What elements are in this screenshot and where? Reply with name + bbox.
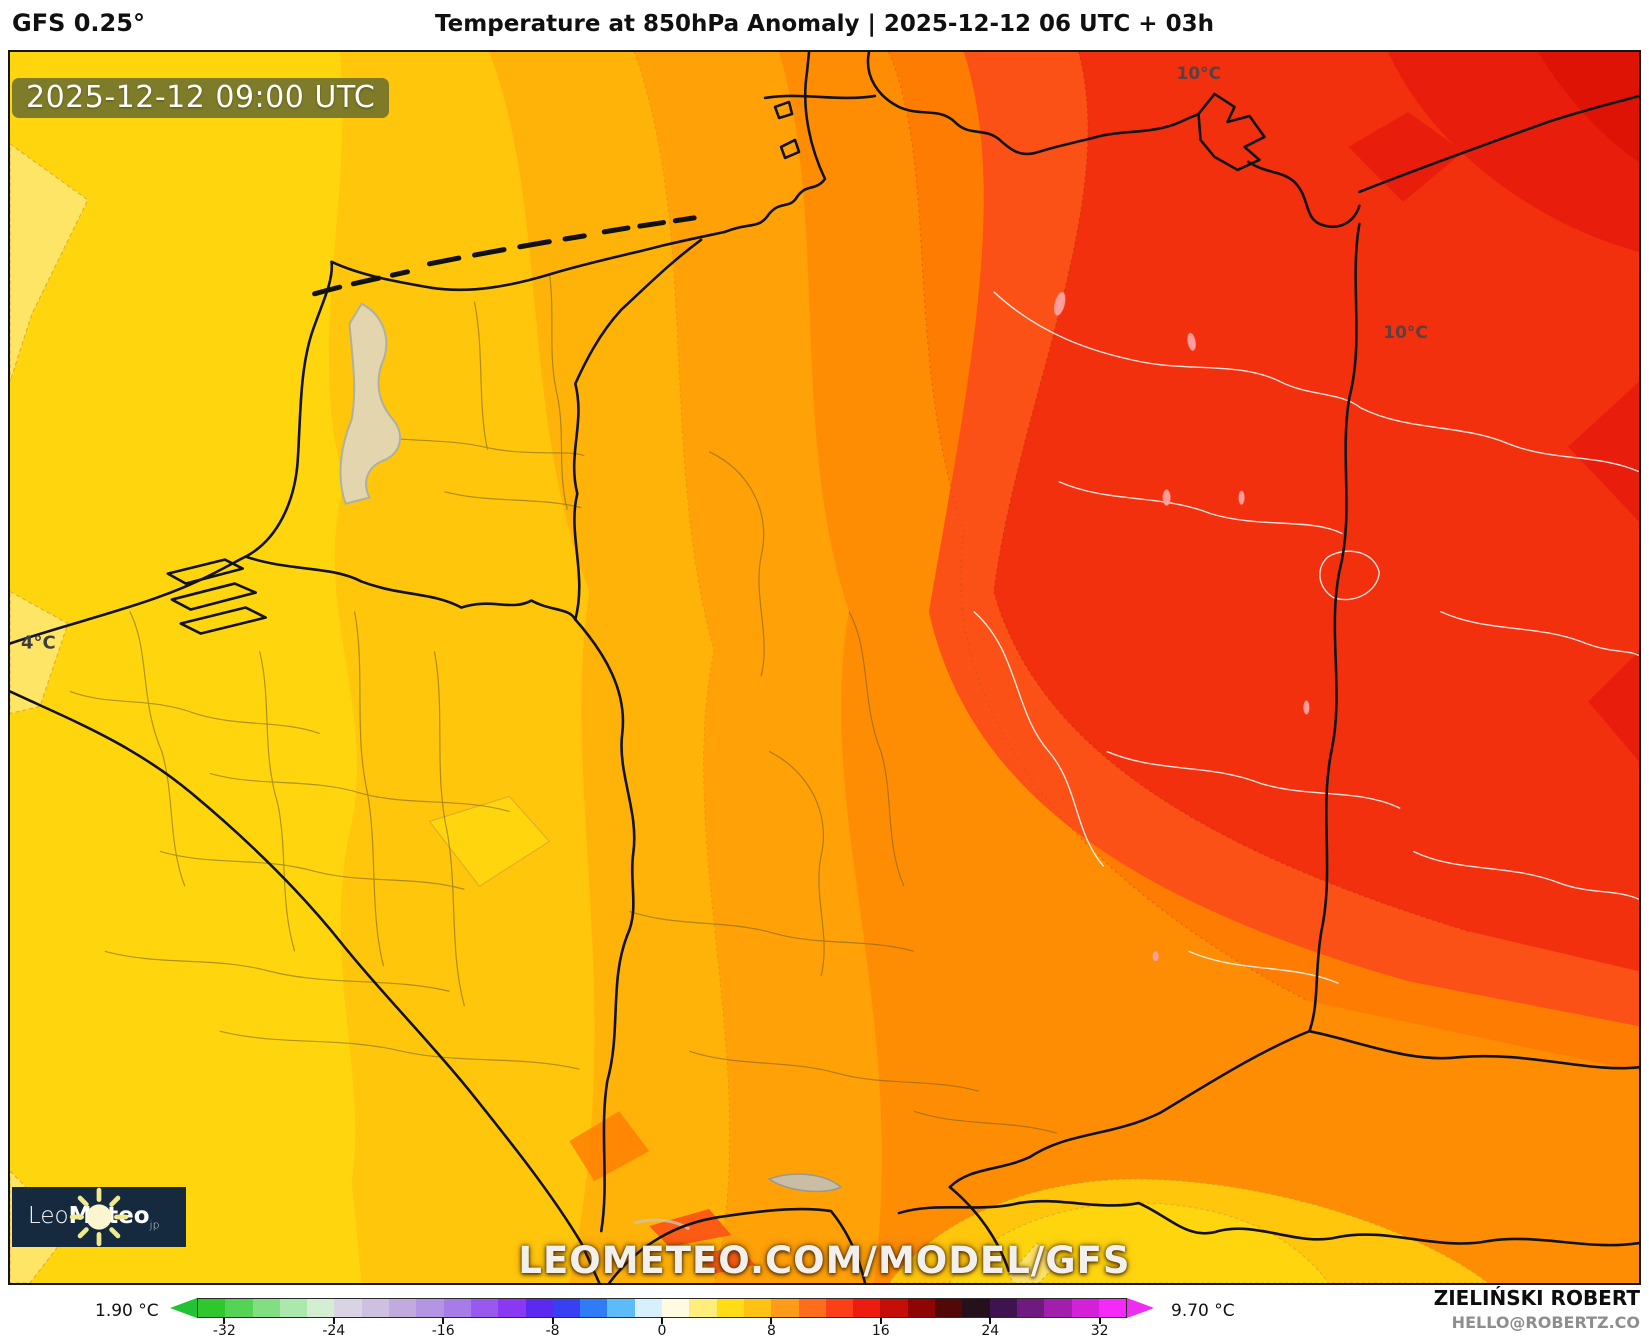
page-title: Temperature at 850hPa Anomaly | 2025-12-… bbox=[435, 11, 1214, 37]
colorbar-tick bbox=[661, 1317, 663, 1324]
colorbar-min-label: 1.90 °C bbox=[95, 1301, 159, 1321]
lakes bbox=[1054, 292, 1310, 962]
credit-name: ZIELIŃSKI ROBERT bbox=[1433, 1286, 1640, 1310]
colorbar-ticks: -32 -24 -16 -8 0 8 16 24 32 bbox=[170, 1317, 1154, 1339]
colorbar-max-label: 9.70 °C bbox=[1171, 1301, 1235, 1321]
contour-label-4c: 4°C bbox=[21, 633, 56, 654]
colorbar-tick-label: 0 bbox=[657, 1323, 667, 1339]
colorbar-tick bbox=[879, 1317, 882, 1324]
watermark: LEOMETEO.COM/MODEL/GFS bbox=[518, 1239, 1131, 1282]
colorbar-left-arrow bbox=[170, 1298, 197, 1318]
anomaly-map-canvas: 4°C 10°C 10°C bbox=[10, 52, 1639, 1283]
colorbar-tick-label: 32 bbox=[1090, 1323, 1109, 1339]
colorbar-tick bbox=[989, 1317, 992, 1324]
coastlines bbox=[10, 52, 1639, 1283]
colorbar-tick bbox=[1098, 1317, 1101, 1324]
lake-constance bbox=[767, 1173, 843, 1193]
colorbar-tick-label: -32 bbox=[212, 1323, 236, 1339]
contour-label-10c-north: 10°C bbox=[1177, 64, 1222, 84]
colorbar-tick bbox=[551, 1317, 554, 1324]
colorbar-tick-label: 8 bbox=[766, 1323, 776, 1339]
colorbar-body bbox=[197, 1298, 1127, 1318]
colorbar-tick-label: 16 bbox=[871, 1323, 890, 1339]
colorbar-tick bbox=[332, 1317, 335, 1324]
contour-label-10c-east: 10°C bbox=[1383, 323, 1428, 343]
province-borders-west bbox=[69, 273, 1057, 1134]
credit-email: HELLO@ROBERTZ.CO bbox=[1451, 1313, 1640, 1332]
model-label: GFS 0.25° bbox=[12, 9, 145, 37]
colorbar-right-arrow bbox=[1127, 1298, 1154, 1318]
province-borders-east bbox=[973, 291, 1639, 984]
leometeo-logo: LeoMeteojp bbox=[12, 1187, 186, 1247]
colorbar-tick-label: -16 bbox=[431, 1323, 455, 1339]
weather-map: 4°C 10°C 10°C 2025-12-12 09:00 UTC LEOME… bbox=[8, 50, 1641, 1285]
valid-time-badge: 2025-12-12 09:00 UTC bbox=[12, 78, 390, 118]
ijsselmeer-lake bbox=[339, 302, 401, 505]
colorbar-tick-label: -8 bbox=[545, 1323, 560, 1339]
colorbar-tick-label: 24 bbox=[981, 1323, 1000, 1339]
colorbar-tick-label: -24 bbox=[322, 1323, 346, 1339]
colorbar-tick bbox=[442, 1317, 445, 1324]
colorbar-tick bbox=[223, 1317, 226, 1324]
colorbar-tick bbox=[770, 1317, 773, 1324]
colorbar bbox=[170, 1298, 1154, 1318]
